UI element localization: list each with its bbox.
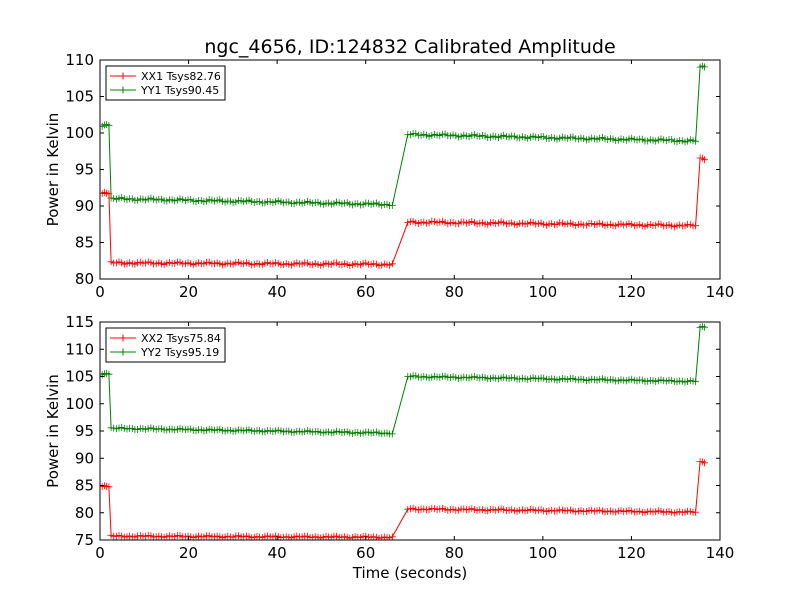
y-tick-label: 110 bbox=[65, 340, 94, 358]
legend-entry: XX1 Tsys82.76 bbox=[110, 70, 221, 83]
y-axis-label: Power in Kelvin bbox=[44, 113, 62, 227]
y-tick-label: 90 bbox=[75, 197, 94, 215]
y-tick-label: 110 bbox=[65, 51, 94, 69]
legend-label: XX1 Tsys82.76 bbox=[141, 70, 221, 83]
x-tick-label: 100 bbox=[529, 283, 558, 301]
top-panel: 0 20 40 60 80 100 120 140 80 85 90 95 100 105 110 Power… bbox=[44, 51, 734, 301]
y-tick-label: 85 bbox=[75, 477, 94, 495]
series-yy-panel-2 bbox=[100, 323, 708, 438]
x-tick-label: 120 bbox=[617, 283, 646, 301]
x-tick-label: 20 bbox=[179, 544, 198, 562]
x-tick-label: 120 bbox=[617, 544, 646, 562]
series-xx-panel-2 bbox=[100, 458, 708, 540]
legend-entry: XX2 Tsys75.84 bbox=[110, 332, 221, 345]
x-tick-label: 140 bbox=[706, 283, 735, 301]
y-axis-label: Power in Kelvin bbox=[44, 374, 62, 488]
legend-marker bbox=[119, 348, 127, 356]
y-tick-label: 95 bbox=[75, 422, 94, 440]
legend-entry: YY1 Tsys90.45 bbox=[110, 84, 219, 97]
series-markers bbox=[100, 154, 708, 270]
series-markers bbox=[100, 458, 708, 540]
y-tick-label: 100 bbox=[65, 395, 94, 413]
legend-marker bbox=[119, 72, 127, 80]
y-tick-label: 80 bbox=[75, 270, 94, 288]
legend-entry: YY2 Tsys95.19 bbox=[110, 346, 219, 359]
y-tick-label: 95 bbox=[75, 161, 94, 179]
x-axis-label: Time (seconds) bbox=[352, 564, 468, 582]
y-tick-label: 90 bbox=[75, 449, 94, 467]
x-tick-label: 80 bbox=[445, 283, 464, 301]
x-tick-label: 20 bbox=[179, 283, 198, 301]
x-tick-label: 0 bbox=[95, 283, 105, 301]
legend-label: YY2 Tsys95.19 bbox=[140, 346, 219, 359]
x-tick-label: 60 bbox=[356, 283, 375, 301]
y-tick-label: 105 bbox=[65, 88, 94, 106]
y-tick-label: 105 bbox=[65, 368, 94, 386]
x-tick-label: 100 bbox=[529, 544, 558, 562]
series-line bbox=[102, 461, 705, 539]
y-tick-label: 115 bbox=[65, 313, 94, 331]
x-tick-label: 60 bbox=[356, 544, 375, 562]
x-tick-label: 40 bbox=[268, 544, 287, 562]
y-tick-label: 85 bbox=[75, 234, 94, 252]
legend-label: XX2 Tsys75.84 bbox=[141, 332, 221, 345]
chart-title: ngc_4656, ID:124832 Calibrated Amplitude bbox=[204, 36, 615, 58]
series-line bbox=[101, 157, 705, 267]
x-tick-label: 0 bbox=[95, 544, 105, 562]
series-xx-panel-1 bbox=[100, 154, 708, 270]
series-yy-panel-1 bbox=[100, 62, 708, 210]
legend-label: YY1 Tsys90.45 bbox=[140, 84, 219, 97]
series-markers bbox=[100, 323, 708, 438]
x-tick-label: 80 bbox=[445, 544, 464, 562]
legend-marker bbox=[119, 86, 127, 94]
series-markers bbox=[100, 62, 708, 210]
y-tick-label: 75 bbox=[75, 531, 94, 549]
y-tick-label: 100 bbox=[65, 124, 94, 142]
legend-marker bbox=[119, 334, 127, 342]
x-tick-label: 40 bbox=[268, 283, 287, 301]
bottom-panel: 0 20 40 60 80 100 120 140 75 80 85 90 95 100 105 110 115… bbox=[44, 313, 734, 562]
x-tick-label: 140 bbox=[706, 544, 735, 562]
y-tick-label: 80 bbox=[75, 504, 94, 522]
